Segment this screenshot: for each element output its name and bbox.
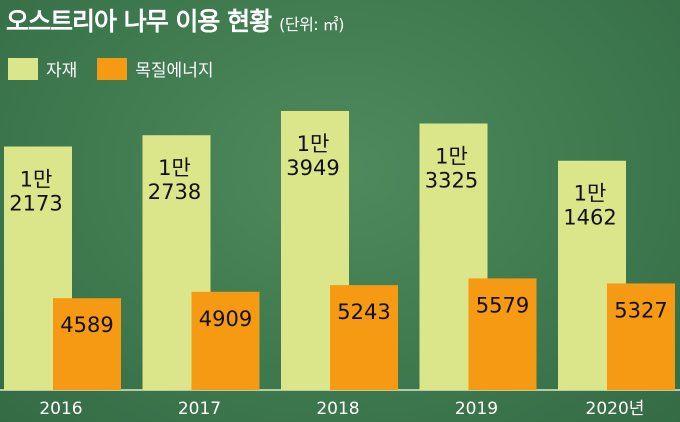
data-label-energy-3: 5579 bbox=[476, 293, 529, 317]
bar-energy-1 bbox=[191, 291, 260, 390]
bar-energy-2 bbox=[330, 285, 398, 390]
x-tick-label-0: 2016 bbox=[39, 399, 82, 419]
unit-label: (단위: ㎥) bbox=[279, 15, 345, 34]
legend-item-material: 자재 bbox=[8, 56, 77, 81]
chart-title: 오스트리아 나무 이용 현황 bbox=[6, 7, 272, 36]
x-tick-label-2: 2018 bbox=[316, 399, 359, 419]
x-tick-label-3: 2019 bbox=[455, 399, 498, 419]
data-label-energy-0: 4589 bbox=[60, 313, 113, 337]
data-label-material-4: 1만 1462 bbox=[563, 182, 616, 230]
legend: 자재 목질에너지 bbox=[8, 56, 233, 81]
data-label-material-0: 1만 2173 bbox=[9, 168, 62, 216]
data-label-energy-4: 5327 bbox=[614, 298, 667, 322]
data-label-material-1: 1만 2738 bbox=[148, 156, 201, 204]
data-label-energy-1: 4909 bbox=[199, 307, 252, 331]
legend-label-energy: 목질에너지 bbox=[135, 61, 214, 81]
bar-energy-4 bbox=[607, 283, 675, 390]
x-tick-label-4: 2020년 bbox=[586, 399, 645, 419]
x-tick-label-1: 2017 bbox=[178, 399, 221, 419]
legend-label-material: 자재 bbox=[46, 61, 78, 81]
data-label-energy-2: 5243 bbox=[337, 300, 390, 324]
legend-swatch-material bbox=[8, 57, 38, 80]
data-label-material-2: 1만 3949 bbox=[286, 132, 339, 180]
legend-swatch-energy bbox=[97, 57, 128, 80]
bar-energy-3 bbox=[468, 278, 537, 390]
data-label-material-3: 1만 3325 bbox=[425, 144, 478, 192]
bar-energy-0 bbox=[53, 298, 121, 390]
chart-header: 오스트리아 나무 이용 현황 (단위: ㎥) bbox=[6, 2, 345, 38]
legend-item-energy: 목질에너지 bbox=[97, 56, 213, 81]
